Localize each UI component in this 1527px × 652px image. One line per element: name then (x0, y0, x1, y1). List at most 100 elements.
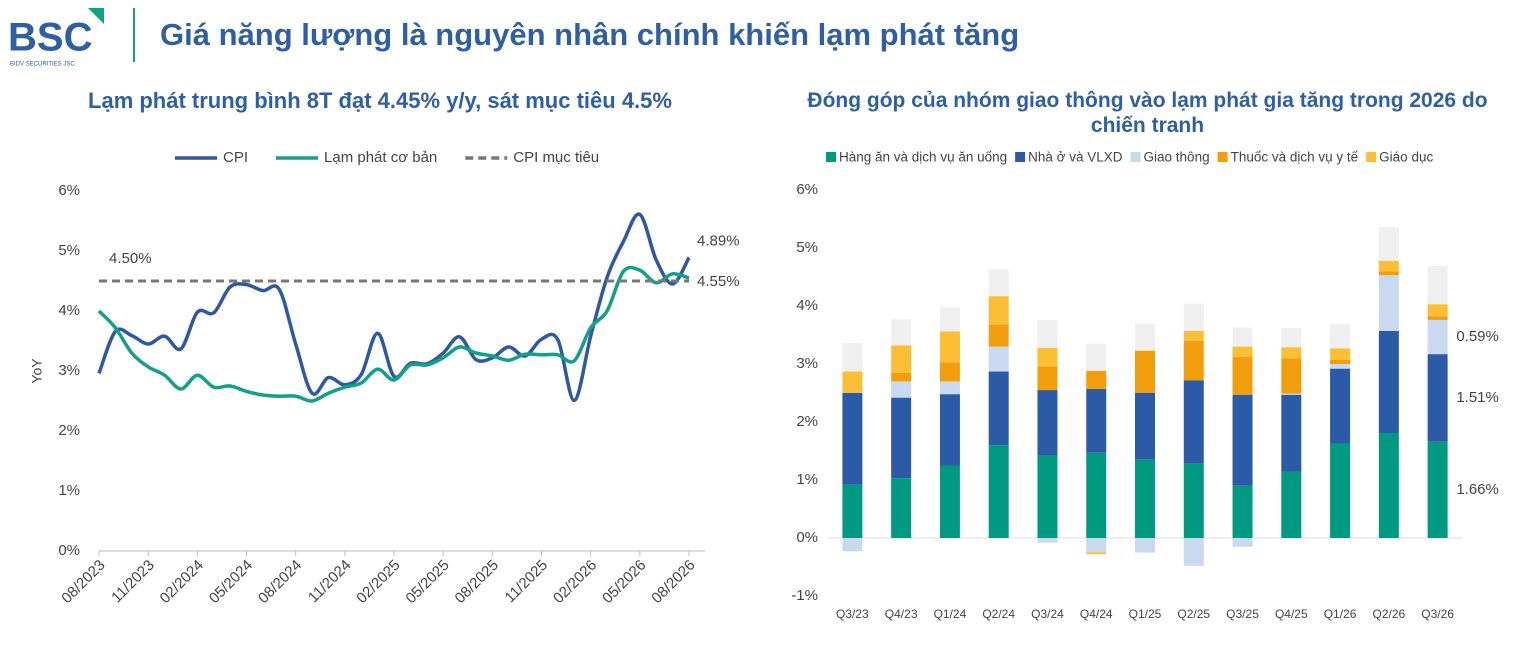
x-tick-label: 02/2024 (157, 557, 207, 607)
y-tick-label: 4% (796, 297, 818, 314)
x-tick-label: Q3/25 (1226, 607, 1259, 621)
legend-swatch (1130, 152, 1141, 162)
bar-segment (1232, 346, 1253, 358)
y-tick-label: 0% (58, 542, 80, 559)
legend-label: Nhà ở và VLXD (1028, 150, 1123, 165)
x-tick-label: Q2/24 (982, 607, 1015, 621)
bar-segment (988, 346, 1009, 372)
y-tick-label: 3% (796, 355, 818, 372)
x-tick-label: 02/2025 (353, 557, 403, 607)
bar-segment (1183, 463, 1204, 538)
bar-segment (1281, 358, 1302, 394)
bar-segment (1427, 316, 1448, 320)
bar-segment (1232, 485, 1253, 538)
legend-label: Giao thông (1144, 150, 1210, 165)
bar-segment (1281, 328, 1302, 348)
bar-segment (939, 465, 960, 538)
bar-segment (939, 394, 960, 466)
x-tick-label: Q1/26 (1324, 607, 1357, 621)
bar-segment (842, 371, 863, 393)
bar-segment (939, 331, 960, 363)
bar-segment (891, 381, 912, 398)
x-tick-label: 11/2025 (502, 557, 552, 607)
bar-segment (1135, 350, 1155, 393)
bar-segment (1037, 390, 1058, 456)
x-tick-label: 05/2025 (402, 557, 452, 607)
logo-mark (88, 8, 104, 24)
bar-segment (1135, 323, 1155, 351)
bar-segment (891, 478, 912, 538)
x-tick-label: 08/2026 (648, 557, 698, 607)
bar-segment (1232, 327, 1253, 347)
bar-segment (939, 381, 960, 395)
value-label: 0.59% (1456, 328, 1499, 345)
bar-segment (1378, 433, 1399, 538)
x-tick-label: Q1/25 (1129, 607, 1162, 621)
value-label: 1.66% (1456, 481, 1499, 498)
y-tick-label: 2% (796, 413, 818, 430)
bar-segment (1037, 538, 1058, 543)
bar-segment (1232, 357, 1253, 395)
bar-segment (988, 296, 1009, 325)
annotation: 4.50% (109, 250, 152, 267)
y-tick-label: 3% (58, 362, 80, 379)
x-tick-label: 02/2026 (550, 557, 600, 607)
bar-segment (1086, 388, 1107, 453)
annotation: 4.89% (697, 233, 740, 250)
bar-segment (1427, 319, 1448, 355)
x-tick-label: 11/2023 (108, 557, 158, 607)
bar-segment (1281, 394, 1302, 472)
page-title: Giá năng lượng là nguyên nhân chính khiế… (160, 17, 1019, 52)
x-tick-label: 11/2024 (305, 557, 355, 607)
x-tick-label: 05/2026 (599, 557, 649, 607)
bar-segment (1378, 227, 1399, 261)
bar-segment (1330, 359, 1351, 364)
legend-label: Thuốc và dịch vụ y tế (1231, 150, 1359, 165)
y-tick-label: 5% (796, 239, 818, 256)
bar-segment (891, 345, 912, 373)
annotation: 4.55% (697, 273, 740, 290)
bar-segment (1086, 552, 1107, 555)
y-tick-label: 1% (796, 471, 818, 488)
y-tick-label: 0% (796, 529, 818, 546)
y-tick-label: 6% (796, 181, 818, 198)
bar-segment (988, 371, 1009, 446)
bar-segment (1183, 340, 1204, 381)
x-tick-label: 08/2025 (452, 557, 502, 607)
bar-segment (1086, 343, 1107, 371)
bar-segment (1183, 538, 1204, 566)
y-axis-label: YoY (29, 358, 45, 384)
bar-segment (1183, 330, 1204, 341)
x-tick-label: 05/2024 (206, 557, 256, 607)
x-tick-label: Q3/26 (1421, 607, 1454, 621)
bar-segment (1037, 319, 1058, 348)
legend-label: Hàng ăn và dịch vụ ăn uống (839, 150, 1007, 165)
bar-segment (1378, 260, 1399, 272)
bar-segment (891, 397, 912, 479)
x-tick-label: Q4/23 (885, 607, 918, 621)
legend-label: CPI mục tiêu (513, 149, 599, 166)
x-tick-label: Q3/24 (1031, 607, 1064, 621)
y-tick-label: 2% (58, 422, 80, 439)
bar-segment (842, 538, 863, 552)
bar-segment (1086, 452, 1107, 538)
bar-segment (842, 343, 863, 372)
bar-segment (1330, 364, 1351, 369)
bar-segment (1427, 265, 1448, 305)
bar-segment (1330, 443, 1351, 538)
x-tick-label: 08/2023 (58, 557, 108, 607)
bar-segment (1378, 275, 1399, 331)
legend-label: CPI (223, 149, 248, 166)
bar-segment (1281, 471, 1302, 538)
bar-segment (842, 393, 863, 485)
legend-swatch (1015, 152, 1026, 162)
bar-segment (1086, 538, 1107, 553)
bar-segment (1330, 368, 1351, 444)
y-tick-label: 1% (58, 482, 80, 499)
legend-label: Giáo dục (1379, 150, 1433, 165)
bar-segment (1086, 370, 1107, 389)
chart-title: Lạm phát trung bình 8T đạt 4.45% y/y, sá… (88, 88, 672, 113)
bar-segment (1232, 538, 1253, 547)
